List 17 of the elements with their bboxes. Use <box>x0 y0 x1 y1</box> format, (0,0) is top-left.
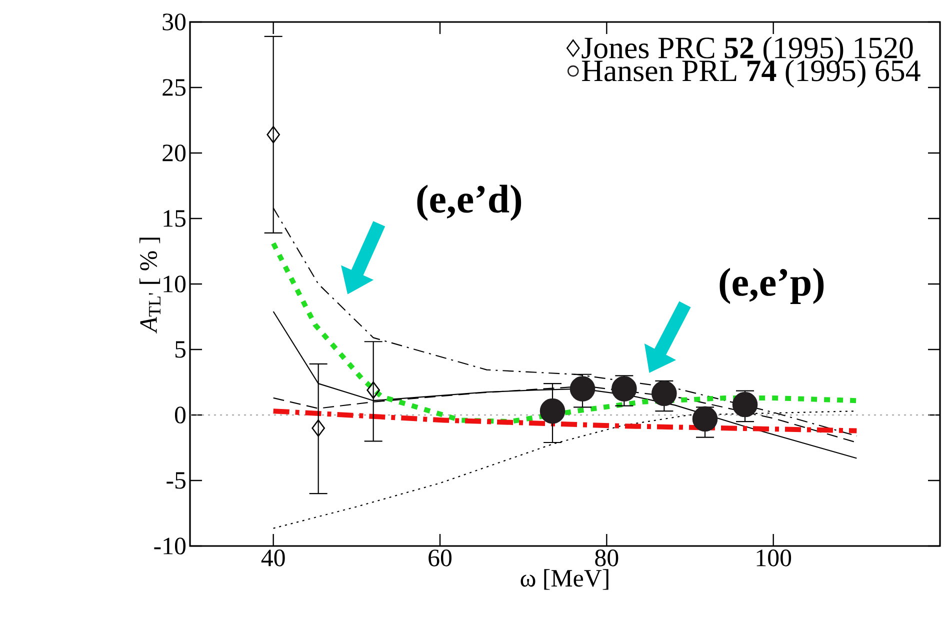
y-tick-label: -10 <box>154 538 186 554</box>
y-tick-label: 0 <box>174 406 186 424</box>
x-tick-label: 100 <box>756 550 792 566</box>
y-tick-label: 25 <box>162 79 186 96</box>
annotation: (e,e’p) <box>720 268 824 304</box>
annotation: (e,e’d) <box>417 184 522 221</box>
x-axis-title: ω [MeV] <box>520 569 608 590</box>
y-axis-title: A$_{TL'}$ [ % ] <box>139 238 160 334</box>
y-tick-label: -5 <box>166 472 186 489</box>
y-tick-label: 15 <box>164 210 186 227</box>
y-tick-label: 20 <box>162 144 186 162</box>
x-tick-label: 40 <box>261 550 285 566</box>
x-tick-label: 60 <box>428 550 452 566</box>
y-tick-label: 5 <box>175 341 186 358</box>
x-tick-label: 80 <box>595 550 618 566</box>
y-tick-label: 10 <box>164 276 186 292</box>
y-tick-label: 30 <box>162 14 186 30</box>
